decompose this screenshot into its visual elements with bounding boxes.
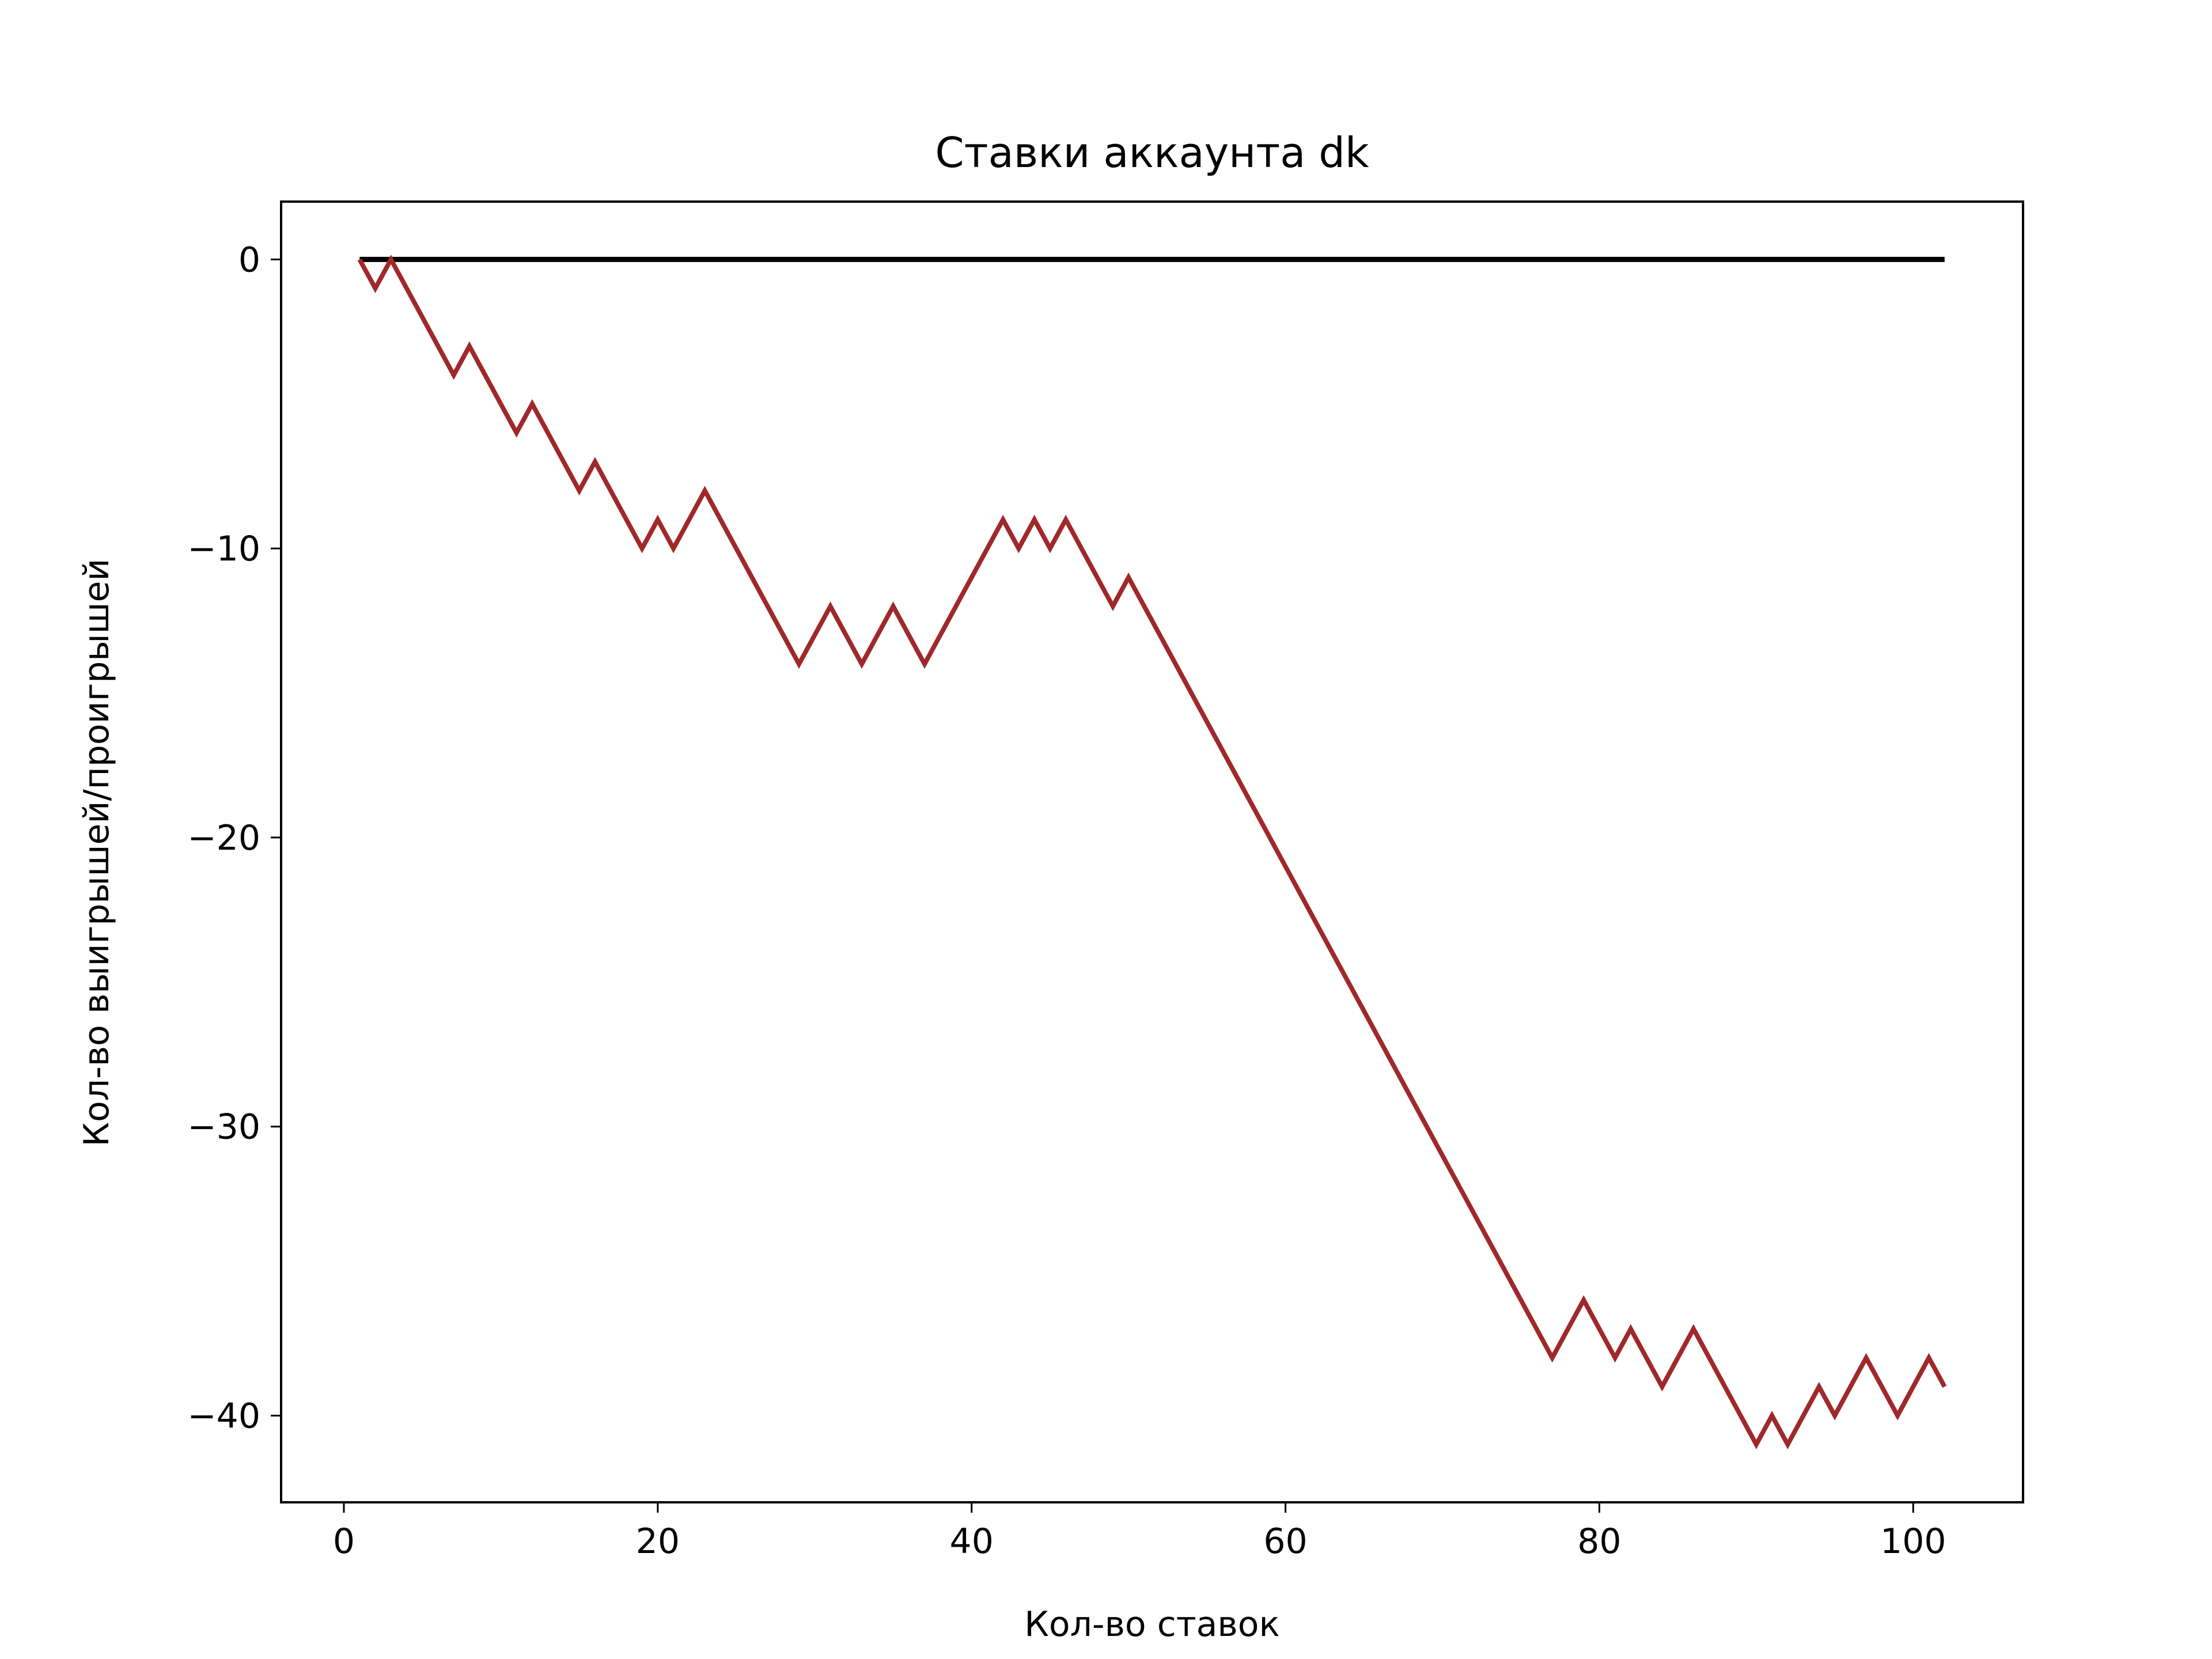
x-axis-label: Кол-во ставок xyxy=(1024,1604,1279,1645)
series-line-1 xyxy=(357,255,1947,1449)
x-axis: 0 20 40 60 80 100 xyxy=(333,1502,1946,1562)
plot-frame xyxy=(280,200,2024,1503)
x-tick-label: 0 xyxy=(333,1521,355,1562)
chart-title: Ставки аккаунта dk xyxy=(935,128,1369,177)
y-tick-label: −20 xyxy=(187,818,260,858)
series-layer xyxy=(357,255,1947,1449)
x-tick-label: 40 xyxy=(950,1521,994,1562)
y-tick-label: −30 xyxy=(187,1107,260,1147)
y-tick-label: −40 xyxy=(187,1396,260,1436)
y-axis: 0 −10 −20 −30 −40 xyxy=(187,240,281,1436)
y-tick-label: −10 xyxy=(187,529,260,569)
x-tick-label: 20 xyxy=(636,1521,680,1562)
x-tick-label: 80 xyxy=(1577,1521,1621,1562)
y-axis-label: Кол-во выигрышей/проигрышей xyxy=(77,559,117,1147)
x-tick-label: 100 xyxy=(1880,1521,1946,1562)
x-tick-label: 60 xyxy=(1263,1521,1307,1562)
y-tick-label: 0 xyxy=(238,240,260,280)
